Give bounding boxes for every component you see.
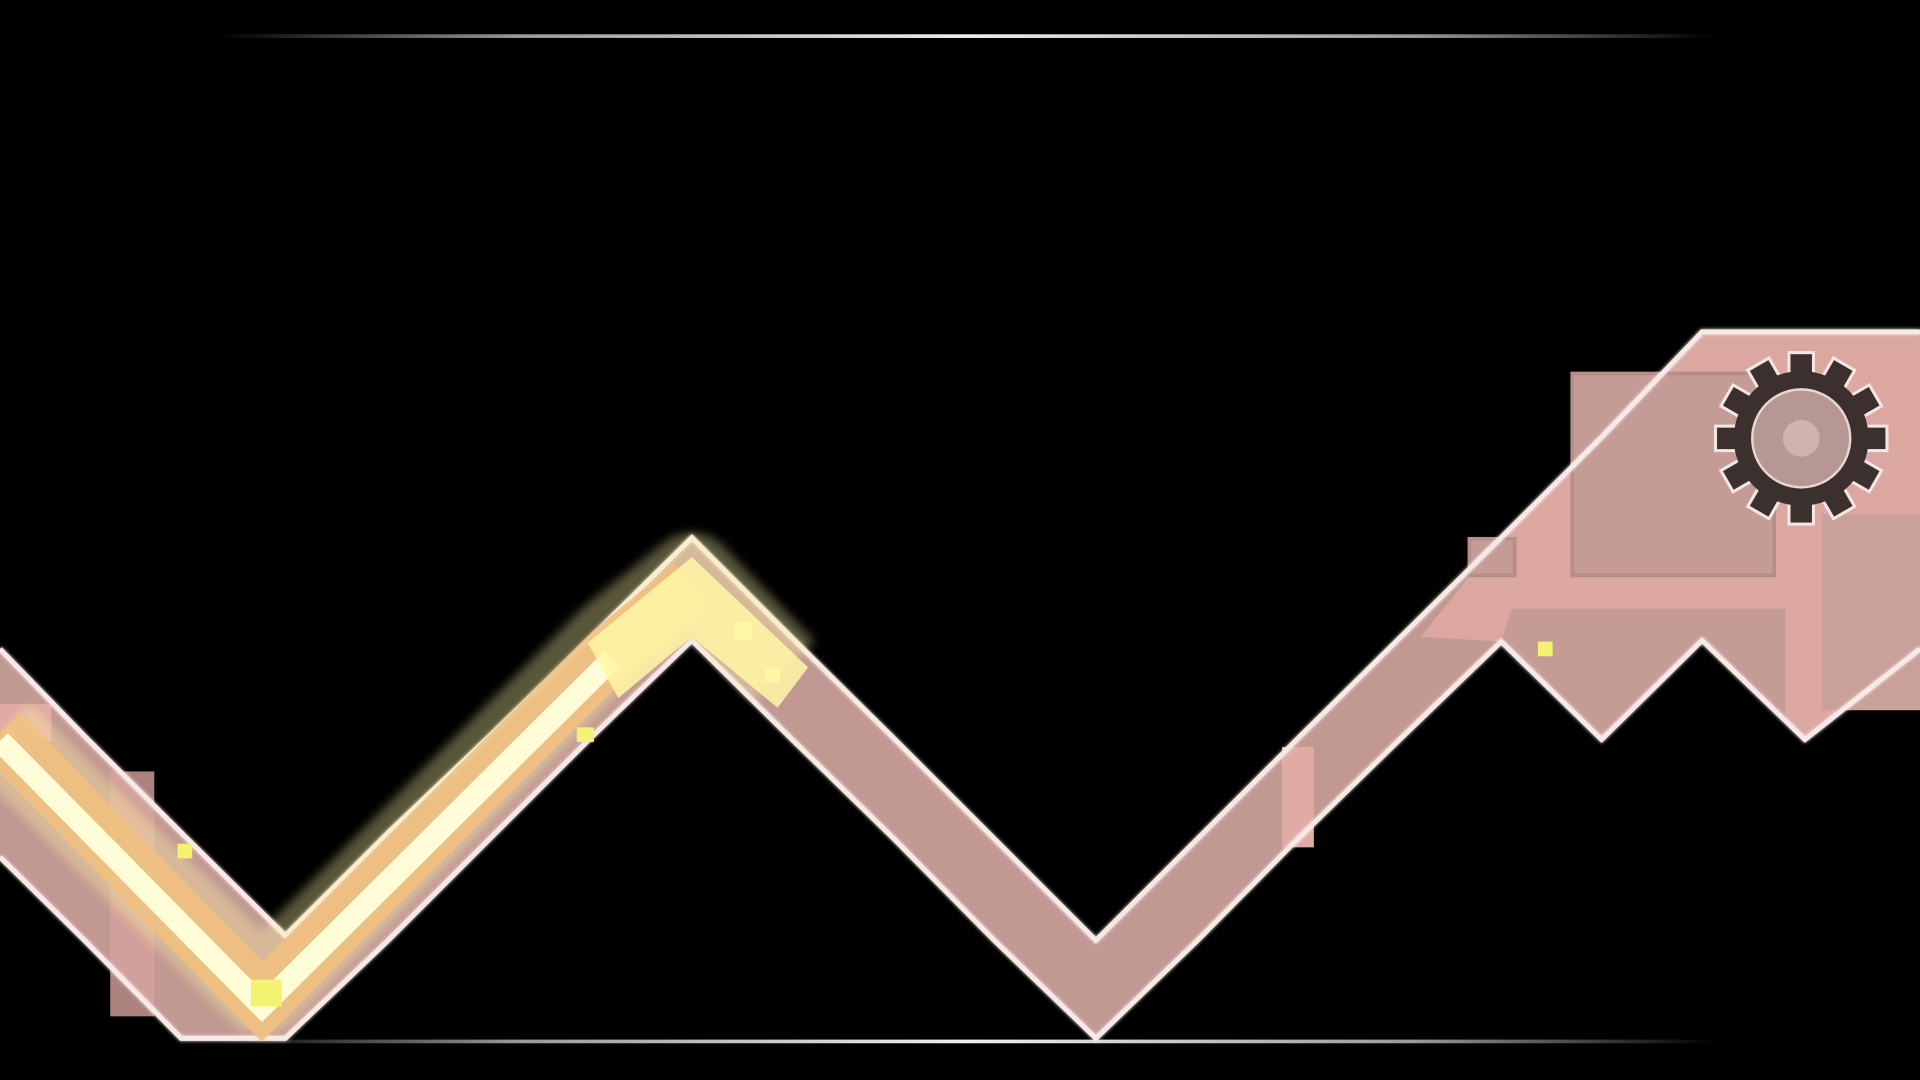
particle bbox=[1537, 641, 1553, 657]
inner-block bbox=[1501, 608, 1786, 740]
particle bbox=[734, 622, 752, 640]
inner-block bbox=[1467, 536, 1517, 578]
gear-icon bbox=[1713, 351, 1889, 526]
particle bbox=[576, 727, 594, 743]
wave-trail bbox=[0, 532, 815, 1042]
top-border-line bbox=[220, 34, 1715, 38]
trail-head bbox=[587, 557, 809, 708]
corridor-bottom-edge bbox=[0, 636, 1920, 1042]
particle bbox=[765, 667, 780, 683]
particles bbox=[177, 622, 1553, 1007]
corridor-strip bbox=[1282, 746, 1314, 848]
inner-block bbox=[1822, 514, 1920, 711]
particle bbox=[177, 843, 193, 859]
particle bbox=[251, 979, 282, 1007]
bottom-border-line bbox=[220, 1039, 1715, 1044]
